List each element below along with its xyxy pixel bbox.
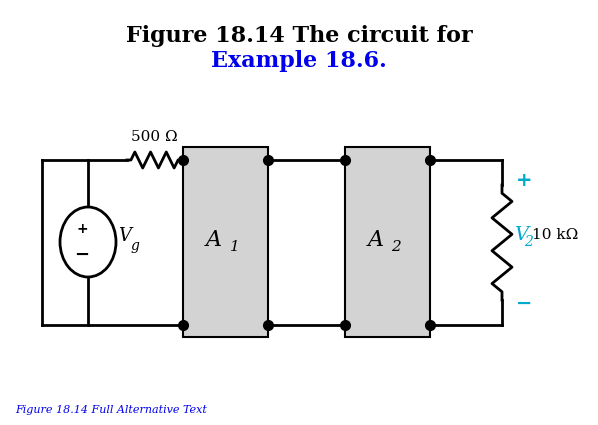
Text: V: V: [514, 226, 528, 244]
Text: −: −: [516, 294, 532, 312]
Text: Figure 18.14 Full Alternative Text: Figure 18.14 Full Alternative Text: [15, 405, 207, 415]
Text: Example 18.6.: Example 18.6.: [211, 50, 387, 72]
Text: 500 Ω: 500 Ω: [131, 130, 178, 144]
Text: 2: 2: [524, 235, 533, 249]
Text: 10 kΩ: 10 kΩ: [532, 227, 578, 241]
Text: +: +: [516, 170, 532, 190]
Ellipse shape: [60, 207, 116, 277]
Text: 1: 1: [230, 240, 239, 254]
Bar: [345, 147, 430, 337]
Text: g: g: [131, 239, 140, 253]
Text: V: V: [118, 227, 131, 245]
Text: +: +: [76, 222, 88, 236]
Text: −: −: [74, 246, 90, 264]
Text: 2: 2: [392, 240, 401, 254]
Text: A: A: [205, 229, 221, 251]
Text: A: A: [367, 229, 383, 251]
Text: Figure 18.14 The circuit for: Figure 18.14 The circuit for: [126, 25, 472, 47]
Bar: [183, 147, 268, 337]
